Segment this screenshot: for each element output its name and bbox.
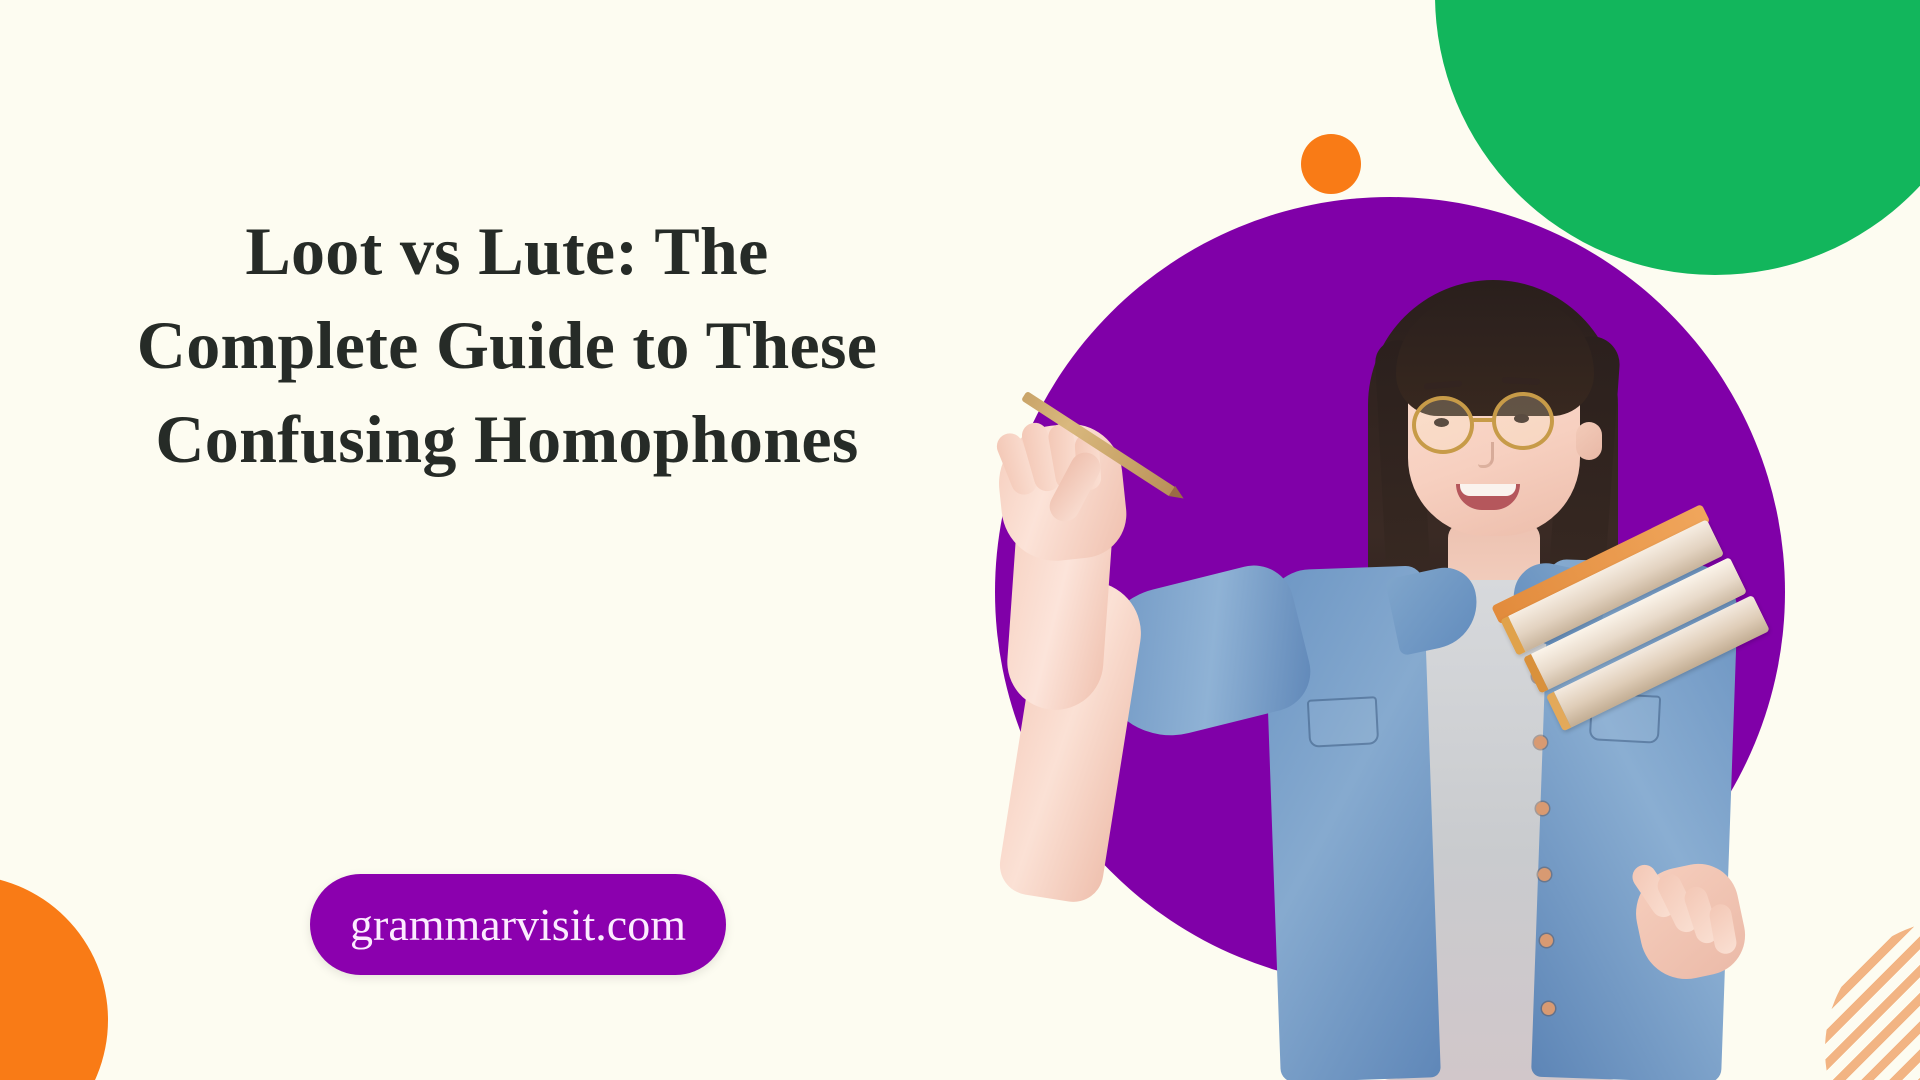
site-url-badge[interactable]: grammarvisit.com	[310, 874, 726, 975]
headline-block: Loot vs Lute: The Complete Guide to Thes…	[112, 205, 902, 486]
denim-button	[1534, 736, 1547, 749]
denim-pocket-left	[1306, 696, 1380, 748]
glasses-lens-right	[1492, 392, 1554, 450]
orange-circle-bottom-left-decoration	[0, 875, 108, 1080]
hair-front	[1396, 296, 1594, 416]
ear	[1576, 422, 1602, 460]
glasses-bridge	[1472, 418, 1496, 422]
page-title: Loot vs Lute: The Complete Guide to Thes…	[136, 213, 878, 477]
denim-button	[1540, 934, 1553, 947]
orange-circle-small-decoration	[1301, 134, 1361, 194]
denim-button	[1538, 868, 1551, 881]
denim-button	[1542, 1002, 1555, 1015]
teeth	[1460, 484, 1516, 496]
denim-button	[1536, 802, 1549, 815]
student-photo	[900, 150, 1920, 1080]
site-url-badge-label: grammarvisit.com	[350, 898, 686, 950]
glasses-lens-left	[1412, 396, 1474, 454]
pencil-tip	[1168, 485, 1187, 504]
nose	[1478, 442, 1494, 468]
